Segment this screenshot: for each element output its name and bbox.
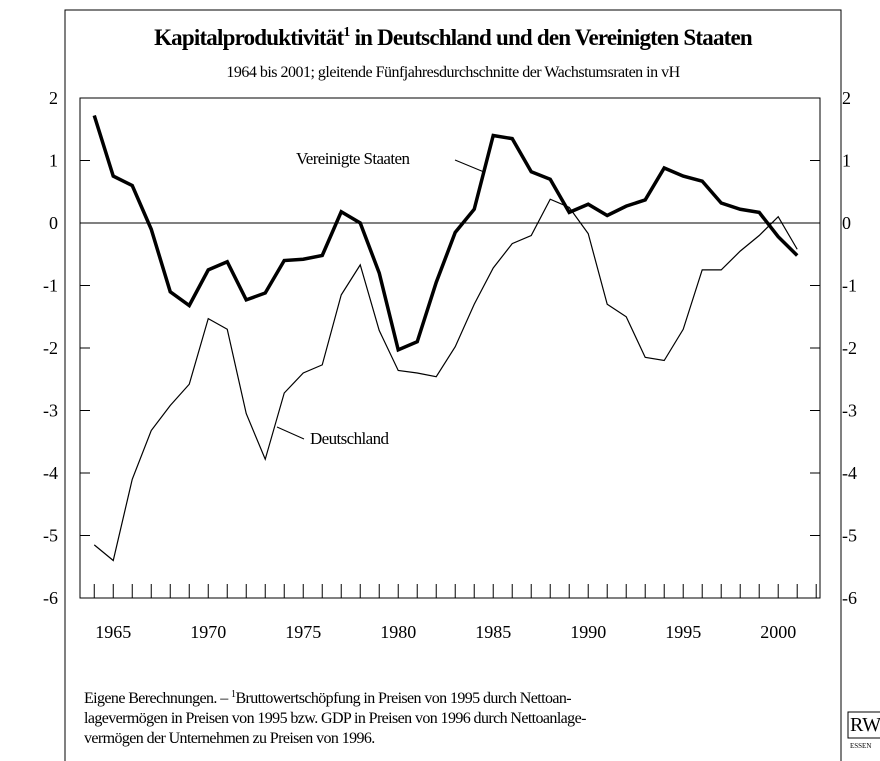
series-line <box>93 198 798 562</box>
y-tick-label: 1 <box>49 151 58 171</box>
logo-text: RWI <box>850 714 880 736</box>
chart-subtitle: 1964 bis 2001; gleitende Fünfjahresdurch… <box>226 64 680 81</box>
title-part: in Deutschland und den Vereinigten Staat… <box>350 25 753 50</box>
y2-tick-label: 2 <box>842 88 851 108</box>
y-tick-label: -5 <box>43 526 58 546</box>
x-tick-label: 1985 <box>475 622 511 642</box>
y2-tick-label: -2 <box>842 338 857 358</box>
label-leader <box>454 159 485 173</box>
x-tick-label: 1975 <box>285 622 321 642</box>
y2-tick-label: -3 <box>842 401 857 421</box>
series-label: Vereinigte Staaten <box>296 149 410 168</box>
y2-tick-label: 0 <box>842 213 851 233</box>
y-tick-label: -1 <box>43 276 58 296</box>
chart-title: Kapitalproduktivität1 in Deutschland und… <box>154 25 753 50</box>
y2-tick-label: -4 <box>842 463 857 483</box>
title-part: Kapitalproduktivität <box>154 25 344 50</box>
footnote-text: Bruttowertschöpfung in Preisen von 1995 … <box>235 690 571 707</box>
footnote-text: vermögen der Unternehmen zu Preisen von … <box>84 730 375 747</box>
plot-frame <box>79 97 821 599</box>
y-tick-label: -3 <box>43 401 58 421</box>
label-leader <box>276 426 305 440</box>
y2-tick-label: 1 <box>842 151 851 171</box>
x-tick-label: 1995 <box>665 622 701 642</box>
footnote: Eigene Berechnungen. – 1Bruttowertschöpf… <box>84 689 589 747</box>
logo-box <box>847 711 880 739</box>
y-tick-label: -2 <box>43 338 58 358</box>
y-tick-label: 0 <box>49 213 58 233</box>
logo-sub: ESSEN <box>850 742 871 750</box>
x-tick-label: 1990 <box>570 622 606 642</box>
x-tick-label: 1980 <box>380 622 416 642</box>
footnote-text: lagevermögen in Preisen von 1995 bzw. GD… <box>84 710 586 727</box>
y-tick-label: -6 <box>43 588 58 608</box>
footnote-text: Eigene Berechnungen. – <box>84 690 231 707</box>
footnote-sup: 1 <box>231 689 236 700</box>
x-tick-label: 1970 <box>190 622 226 642</box>
frame <box>64 9 842 761</box>
y-tick-label: -4 <box>43 463 58 483</box>
y-tick-label: 2 <box>49 88 58 108</box>
y2-tick-label: -1 <box>842 276 857 296</box>
x-tick-label: 1965 <box>95 622 131 642</box>
x-tick-label: 2000 <box>760 622 796 642</box>
y2-tick-label: -6 <box>842 588 857 608</box>
series-label: Deutschland <box>310 429 389 448</box>
y2-tick-label: -5 <box>842 526 857 546</box>
title-sup: 1 <box>343 25 350 40</box>
series-line <box>92 114 799 353</box>
